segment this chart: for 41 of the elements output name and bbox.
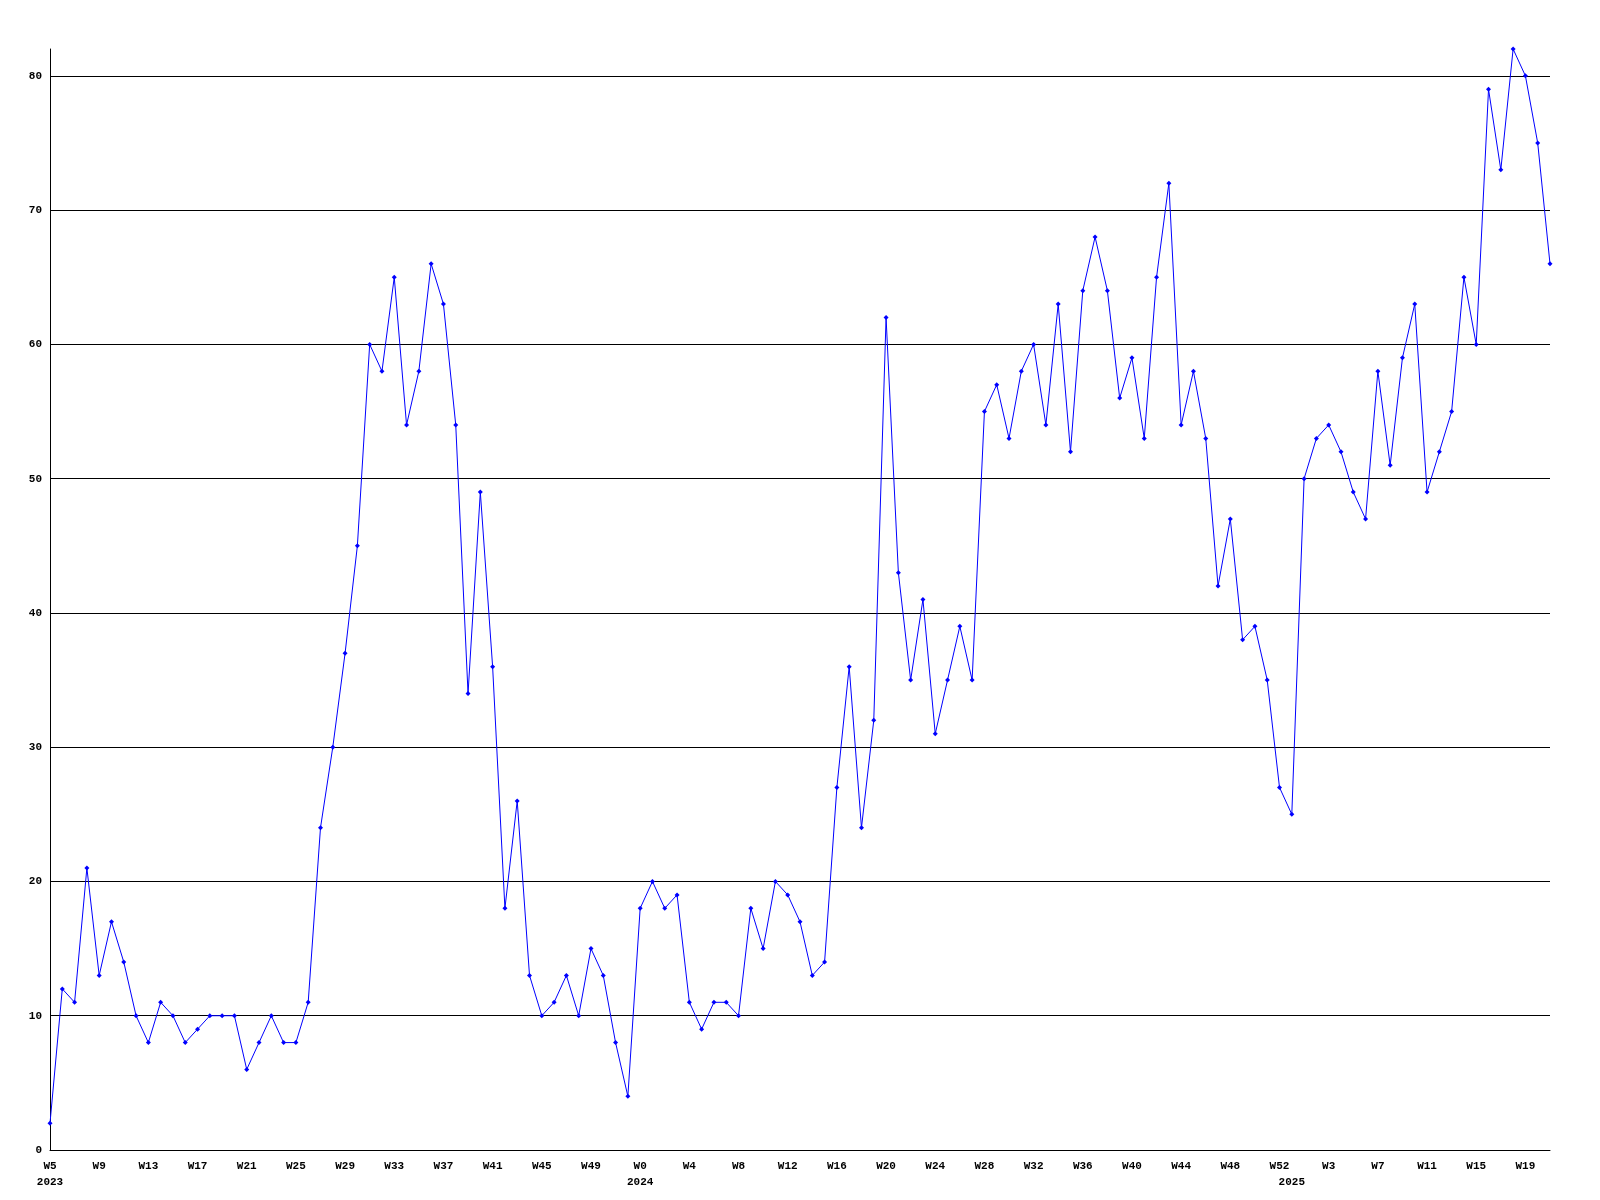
- x-tick-label: W7: [1371, 1160, 1385, 1172]
- x-tick-label: W20: [876, 1160, 896, 1172]
- x-tick-label: W9: [92, 1160, 106, 1172]
- x-tick-label: W48: [1220, 1160, 1241, 1172]
- y-tick-label: 60: [28, 338, 42, 351]
- x-tick-label: W4: [682, 1160, 697, 1172]
- x-tick-label: W11: [1417, 1160, 1438, 1172]
- y-tick-label: 70: [28, 204, 42, 217]
- x-tick-label: W37: [433, 1160, 454, 1172]
- y-tick-label: 30: [28, 741, 42, 754]
- x-tick-label: W28: [974, 1160, 995, 1172]
- x-tick-label: W44: [1171, 1160, 1192, 1172]
- x-tick-label: W41: [482, 1160, 503, 1172]
- x-tick-label: W21: [236, 1160, 258, 1172]
- y-tick-label: 40: [28, 606, 42, 619]
- x-tick-label: W45: [531, 1160, 553, 1172]
- x-tick-label: W8: [731, 1160, 746, 1172]
- y-tick-label: 50: [28, 472, 42, 485]
- y-tick-label: 0: [35, 1144, 42, 1156]
- x-tick-label: W15: [1466, 1160, 1487, 1172]
- x-tick-label: W24: [925, 1160, 946, 1172]
- x-tick-label: W49: [581, 1160, 601, 1172]
- x-tick-label: W33: [384, 1160, 405, 1172]
- x-tick-label: W52: [1269, 1160, 1290, 1172]
- x-tick-label: W16: [826, 1160, 847, 1172]
- x-tick-label: W5 2023: [36, 1160, 64, 1188]
- x-tick-label: W36: [1072, 1160, 1093, 1172]
- x-tick-label: W32: [1023, 1160, 1044, 1172]
- y-tick-label: 20: [28, 875, 42, 888]
- x-tick-label: W17: [187, 1160, 208, 1172]
- x-tick-label: W0 2024: [626, 1160, 654, 1188]
- x-tick-label: W29: [335, 1160, 355, 1172]
- y-tick-label: 10: [28, 1009, 42, 1022]
- x-tick-label: W13: [138, 1160, 159, 1172]
- x-tick-label: 2025: [1278, 1176, 1306, 1188]
- x-tick-label: W40: [1122, 1160, 1142, 1172]
- y-tick-label: 80: [28, 69, 42, 82]
- x-tick-label: W12: [777, 1160, 798, 1172]
- x-tick-label: W25: [286, 1160, 307, 1172]
- x-tick-label: W3: [1322, 1160, 1336, 1172]
- x-tick-label: W19: [1515, 1160, 1536, 1172]
